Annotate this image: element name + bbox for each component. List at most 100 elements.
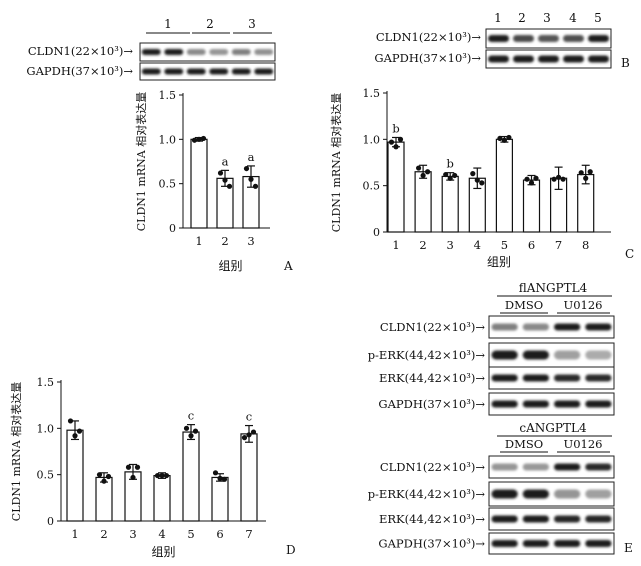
blot-band bbox=[164, 49, 184, 55]
data-point bbox=[192, 428, 199, 434]
data-point bbox=[533, 175, 539, 181]
blot-band bbox=[491, 540, 518, 547]
chart-a: 0 0.5 1.0 1.5 CLDN1 mRNA 相对表达量 1 a 2 a 3 组别 bbox=[134, 89, 270, 273]
data-point bbox=[470, 171, 476, 177]
blot-band bbox=[585, 515, 612, 523]
bar bbox=[66, 429, 84, 522]
data-point bbox=[528, 180, 535, 186]
lane-number: 5 bbox=[594, 11, 602, 25]
data-point bbox=[217, 170, 224, 176]
data-point bbox=[506, 134, 512, 141]
blot-band bbox=[522, 540, 549, 547]
blot-band bbox=[186, 49, 206, 55]
lane-number: 1 bbox=[494, 11, 502, 25]
blot-strip bbox=[488, 507, 615, 531]
blot-band bbox=[141, 68, 161, 75]
condition-label: DMSO bbox=[505, 298, 543, 312]
blot-band bbox=[254, 49, 274, 55]
blot-band bbox=[585, 350, 612, 360]
data-point bbox=[221, 476, 228, 482]
y-axis-label: CLDN1 mRNA 相对表达量 bbox=[9, 382, 23, 521]
data-point bbox=[524, 176, 530, 182]
blot-band bbox=[522, 515, 549, 523]
blot-band bbox=[554, 463, 581, 471]
blot-band bbox=[554, 323, 581, 331]
data-point bbox=[125, 464, 132, 470]
data-point bbox=[420, 172, 426, 179]
blot-strip bbox=[488, 455, 615, 479]
y-tick-label: 0.5 bbox=[37, 469, 55, 482]
bar bbox=[153, 474, 171, 522]
blot-band bbox=[563, 55, 584, 63]
bar bbox=[182, 431, 200, 522]
blot-strip bbox=[488, 532, 615, 555]
panel-letter: D bbox=[286, 543, 296, 557]
svg-text:3: 3 bbox=[248, 17, 256, 31]
data-point bbox=[188, 433, 194, 439]
data-point bbox=[196, 136, 202, 142]
lane-number: 2 bbox=[206, 17, 214, 31]
data-point bbox=[252, 183, 259, 189]
panel-letter: C bbox=[625, 247, 634, 261]
blot-row-label: CLDN1(22×10³)→ bbox=[376, 30, 482, 44]
x-axis-label: 组别 bbox=[218, 259, 242, 273]
bar bbox=[522, 179, 541, 233]
x-axis-label: 组别 bbox=[487, 255, 511, 269]
data-point bbox=[134, 464, 141, 470]
x-tick-label: 1 bbox=[71, 527, 78, 541]
blot-row-label: CLDN1(22×10³)→ bbox=[380, 320, 486, 334]
data-point bbox=[425, 169, 431, 175]
data-point bbox=[393, 144, 399, 150]
data-point bbox=[222, 177, 228, 183]
svg-text:2: 2 bbox=[206, 17, 214, 31]
condition-label: U0126 bbox=[564, 298, 603, 312]
x-tick-label: 3 bbox=[247, 234, 254, 248]
panel-b-blot: 1 2 3 4 5 CLDN1(22×10³)→ GAPDH(37×10³)→ bbox=[374, 11, 612, 69]
data-point bbox=[217, 475, 223, 481]
blot-band bbox=[513, 55, 534, 63]
panel-letter: B bbox=[621, 56, 630, 70]
blot-row-label: ERK(44,42×10³)→ bbox=[379, 371, 485, 385]
y-tick-label: 1.0 bbox=[159, 133, 177, 146]
data-point bbox=[474, 177, 480, 183]
blot-row-label: GAPDH(37×10³)→ bbox=[374, 51, 481, 65]
y-tick-label: 0 bbox=[169, 222, 176, 235]
blot-strip bbox=[488, 315, 615, 339]
data-point bbox=[159, 472, 165, 479]
bar bbox=[414, 171, 432, 233]
x-tick-label: 1 bbox=[392, 238, 399, 252]
data-point bbox=[76, 428, 83, 434]
blot-band bbox=[522, 400, 549, 408]
bar bbox=[190, 138, 208, 229]
x-axis-label: 组别 bbox=[151, 545, 175, 559]
blot-row-label: p-ERK(44,42×10³)→ bbox=[368, 348, 486, 362]
bar bbox=[495, 138, 513, 233]
blot-row-label: GAPDH(37×10³)→ bbox=[378, 537, 485, 551]
panel-letter: E bbox=[624, 541, 633, 555]
blot-band bbox=[554, 374, 581, 382]
chart-d: 0 0.5 1.0 1.5 CLDN1 mRNA 相对表达量 1 2 3 4 c 5 6 c 7 组别 bbox=[9, 376, 266, 559]
x-tick-label: 2 bbox=[221, 234, 228, 248]
y-axis-label: CLDN1 mRNA 相对表达量 bbox=[329, 93, 343, 232]
x-tick-label: 5 bbox=[501, 238, 508, 252]
data-point bbox=[452, 172, 458, 179]
blot-band bbox=[522, 323, 549, 331]
condition-label: U0126 bbox=[564, 437, 603, 451]
blot-band bbox=[588, 35, 609, 42]
blot-band bbox=[554, 400, 581, 408]
panel-a-blot: 1 2 3 CLDN1(22×10³)→ GAPDH(37×10³)→ bbox=[26, 17, 276, 81]
y-tick-label: 0.5 bbox=[363, 180, 381, 193]
data-point bbox=[163, 472, 170, 479]
x-tick-label: 6 bbox=[216, 527, 223, 541]
blot-band bbox=[254, 68, 274, 75]
data-point bbox=[397, 136, 404, 142]
y-tick-label: 0.5 bbox=[159, 178, 177, 191]
bar bbox=[441, 175, 459, 233]
y-tick-label: 0 bbox=[47, 515, 54, 528]
data-point bbox=[560, 176, 566, 182]
blot-band bbox=[585, 463, 612, 471]
blot-band bbox=[538, 35, 559, 42]
bar bbox=[211, 476, 229, 522]
blot-row-label: CLDN1(22×10³)→ bbox=[380, 460, 486, 474]
